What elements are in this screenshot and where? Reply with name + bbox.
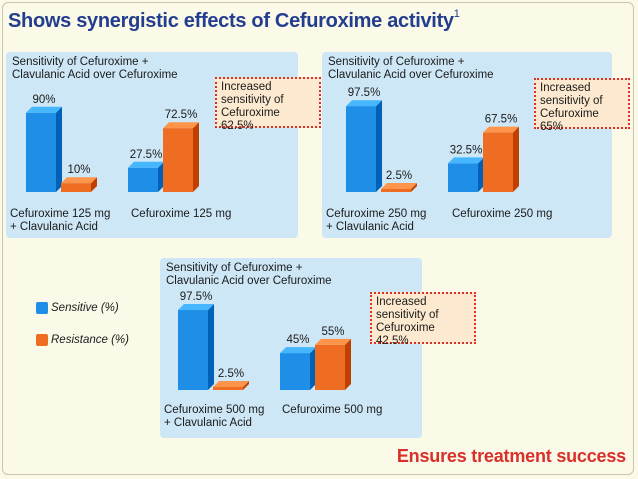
chart-svg: 97.5% 2.5% 45% 55%	[178, 291, 351, 390]
legend-swatch	[36, 334, 48, 346]
chart-legend: Sensitive (%) Resistance (%)	[36, 300, 129, 364]
bar-value-label: 72.5%	[165, 109, 198, 121]
category-label-combo: Cefuroxime 250 mg + Clavulanic Acid	[326, 208, 427, 233]
callout-increased-sensitivity: Increased sensitivity of Cefuroxime 62.5…	[215, 77, 321, 132]
bar-value-label: 97.5%	[348, 87, 381, 99]
bar-sensitive	[26, 106, 62, 192]
bar-value-label: 55%	[321, 326, 344, 338]
chart-title: Sensitivity of Cefuroxime + Clavulanic A…	[328, 56, 494, 81]
bar-resistance	[213, 381, 249, 390]
bar-resistance	[381, 183, 417, 192]
slide-frame	[2, 2, 634, 475]
bar-sensitive	[178, 304, 214, 390]
bar-value-label: 97.5%	[180, 291, 213, 303]
chart-title: Sensitivity of Cefuroxime + Clavulanic A…	[166, 262, 332, 287]
category-label-mono: Cefuroxime 125 mg	[131, 208, 232, 220]
legend-swatch	[36, 302, 48, 314]
chart-title: Sensitivity of Cefuroxime + Clavulanic A…	[12, 56, 178, 81]
callout-increased-sensitivity: Increased sensitivity of Cefuroxime 42.5…	[370, 292, 476, 347]
title-footnote-marker: 1	[453, 8, 460, 20]
bar-value-label: 27.5%	[130, 149, 163, 161]
callout-increased-sensitivity: Increased sensitivity of Cefuroxime 65%	[534, 78, 630, 133]
tagline: Ensures treatment success	[396, 446, 626, 466]
bar-sensitive	[280, 347, 316, 390]
bar-sensitive	[346, 100, 382, 192]
bar-value-label: 2.5%	[386, 170, 412, 182]
slide-title: Shows synergistic effects of Cefuroxime …	[8, 8, 460, 33]
bar-value-label: 90%	[32, 94, 55, 106]
category-label-combo: Cefuroxime 125 mg + Clavulanic Acid	[10, 208, 111, 233]
legend-item-sensitive: Sensitive (%)	[36, 300, 129, 316]
category-label-mono: Cefuroxime 250 mg	[452, 208, 553, 220]
bar-value-label: 10%	[67, 164, 90, 176]
bar-resistance	[61, 177, 97, 192]
category-label-combo: Cefuroxime 500 mg + Clavulanic Acid	[164, 404, 265, 429]
bar-value-label: 2.5%	[218, 368, 244, 380]
bar-resistance	[163, 122, 199, 192]
chart-svg: 97.5% 2.5% 32.5% 67.5%	[346, 87, 519, 192]
chart-svg: 90% 10% 27.5% 72.5%	[26, 94, 199, 192]
bar-resistance	[315, 338, 351, 390]
chart-panel-500mg: Sensitivity of Cefuroxime + Clavulanic A…	[160, 258, 422, 438]
legend-item-resistance: Resistance (%)	[36, 332, 129, 348]
legend-label: Resistance (%)	[51, 334, 129, 346]
bar-sensitive	[128, 161, 164, 192]
legend-label: Sensitive (%)	[51, 302, 119, 314]
category-label-mono: Cefuroxime 500 mg	[282, 404, 383, 416]
bar-resistance	[483, 126, 519, 192]
title-text: Shows synergistic effects of Cefuroxime …	[8, 10, 454, 32]
bar-sensitive	[448, 157, 484, 192]
chart-panel-125mg: Sensitivity of Cefuroxime + Clavulanic A…	[6, 52, 298, 238]
bar-value-label: 32.5%	[450, 144, 483, 156]
bar-value-label: 67.5%	[485, 114, 518, 126]
bar-value-label: 45%	[286, 334, 309, 346]
